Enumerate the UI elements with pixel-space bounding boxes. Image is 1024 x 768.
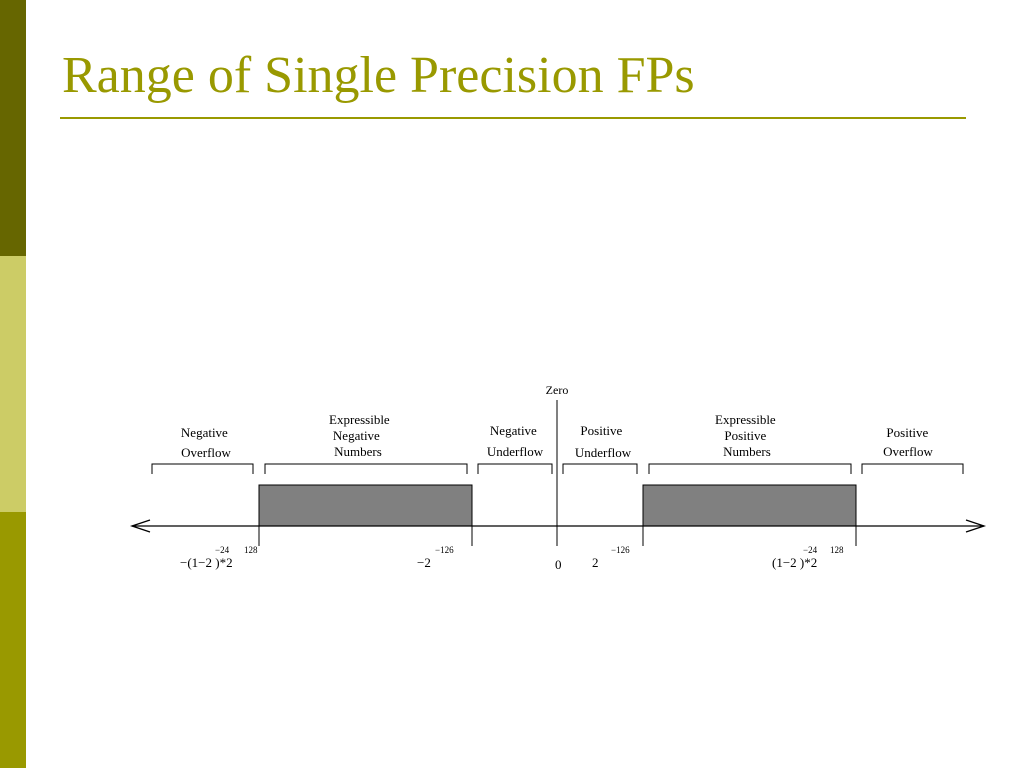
- tick-label-zero: 0: [555, 557, 562, 572]
- bracket-positive-underflow: [562, 463, 638, 474]
- svg-text:2: 2: [592, 555, 599, 570]
- zero-label: Zero: [546, 383, 569, 397]
- bracket-expressible-negative: [264, 463, 468, 474]
- sidebar-segment-dark: [0, 0, 26, 256]
- title-underline: [60, 117, 966, 119]
- sidebar-segment-mid: [0, 512, 26, 768]
- region-brackets: [151, 463, 964, 474]
- bracket-negative-overflow: [151, 463, 254, 474]
- svg-text:−24: −24: [803, 545, 818, 555]
- tick-label-pos-min: 2 −126: [592, 545, 630, 570]
- label-negative-overflow: Negative Overflow: [181, 425, 232, 460]
- tick-label-neg-min: −2 −126: [417, 545, 454, 570]
- bracket-positive-overflow: [861, 463, 964, 474]
- svg-text:128: 128: [830, 545, 844, 555]
- svg-text:−2: −2: [417, 555, 431, 570]
- expressible-positive-range: [642, 484, 857, 527]
- sidebar-segment-light: [0, 256, 26, 512]
- axis-ticks: [258, 526, 857, 546]
- label-negative-underflow: Negative Underflow: [487, 423, 544, 459]
- slide-title: Range of Single Precision FPs: [62, 47, 695, 104]
- svg-text:0: 0: [555, 557, 562, 572]
- svg-text:−126: −126: [435, 545, 454, 555]
- number-line-axis: [129, 519, 987, 533]
- svg-text:−(1−2 )*2: −(1−2 )*2: [180, 555, 233, 570]
- svg-text:−126: −126: [611, 545, 630, 555]
- bracket-negative-underflow: [477, 463, 553, 474]
- label-expressible-negative: Expressible Negative Numbers: [329, 412, 393, 459]
- label-positive-underflow: Positive Underflow: [575, 423, 632, 460]
- tick-label-neg-max: −(1−2 )*2 −24 128: [180, 545, 258, 570]
- label-positive-overflow: Positive Overflow: [883, 425, 933, 459]
- region-labels: Negative Overflow Expressible Negative N…: [181, 412, 934, 460]
- bracket-expressible-positive: [648, 463, 852, 474]
- svg-text:128: 128: [244, 545, 258, 555]
- sidebar-accent: [0, 0, 26, 768]
- expressible-negative-range: [258, 484, 473, 527]
- svg-text:−24: −24: [215, 545, 230, 555]
- tick-label-pos-max: (1−2 )*2 −24 128: [772, 545, 844, 570]
- tick-labels: −(1−2 )*2 −24 128 −2 −126 0 2 −126 (1−2 …: [180, 545, 844, 572]
- label-expressible-positive: Expressible Positive Numbers: [715, 412, 779, 459]
- svg-text:(1−2 )*2: (1−2 )*2: [772, 555, 817, 570]
